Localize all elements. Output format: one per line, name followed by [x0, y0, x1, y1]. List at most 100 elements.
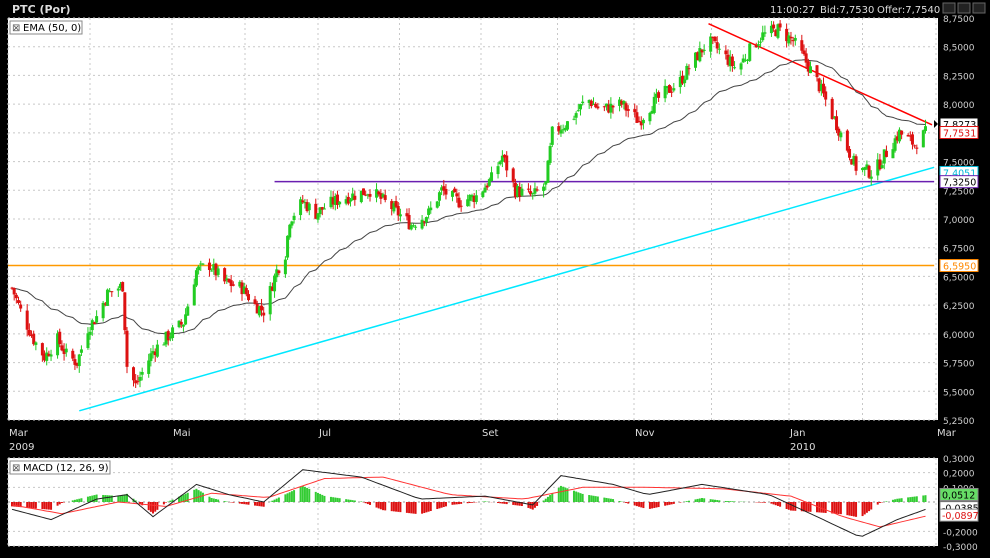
trend-lines[interactable]: [8, 23, 935, 412]
macd-tag-text: 0,0512: [942, 490, 975, 501]
candle-body: [726, 54, 730, 65]
candle-body: [210, 270, 214, 272]
candle-body: [835, 116, 839, 131]
candle-body: [162, 344, 166, 346]
candle-body: [333, 195, 337, 205]
candle-body: [138, 376, 142, 381]
candle-body: [670, 91, 674, 93]
y-tick-label: 7,5000: [943, 159, 975, 169]
candle-body: [906, 134, 910, 137]
candle-body: [589, 100, 593, 107]
candle-body: [34, 342, 38, 345]
quote-offer: Offer:7,7540: [877, 5, 940, 16]
y-tick-label: 8,7500: [943, 15, 975, 25]
candle-body: [216, 268, 220, 275]
candle-body: [212, 264, 216, 270]
candle-body: [375, 189, 379, 198]
candle-body: [125, 330, 129, 367]
macd-close-icon[interactable]: ⊠: [12, 463, 20, 474]
price-tag-text: 7,4051: [943, 168, 976, 179]
candle-body: [275, 269, 279, 278]
candle-body: [166, 331, 170, 341]
candle-body: [481, 191, 485, 198]
candle-body: [639, 121, 643, 126]
candle-body: [787, 35, 791, 44]
candle-body: [559, 130, 563, 134]
ema-legend-box[interactable]: [9, 20, 83, 35]
candle-body: [199, 263, 203, 265]
candle-body: [43, 353, 47, 361]
candle-body: [607, 104, 611, 113]
x-tick-year: 2009: [9, 442, 34, 453]
candle-body: [602, 106, 606, 108]
candle-body: [40, 343, 44, 356]
candle-body: [455, 193, 459, 197]
candle-body: [832, 116, 836, 118]
candle-body: [490, 172, 494, 182]
candle-body: [179, 321, 183, 325]
candle-body: [14, 294, 18, 299]
candle-body: [778, 23, 782, 28]
close-button[interactable]: [972, 2, 986, 14]
candle-body: [880, 165, 884, 169]
candle-body: [77, 354, 81, 367]
candle-body: [331, 197, 335, 205]
candle-body: [852, 155, 856, 165]
candle-body: [171, 327, 175, 339]
candle-body: [270, 286, 274, 291]
candle-body: [756, 44, 760, 46]
candle-body: [648, 112, 652, 122]
support-cyan-line: [79, 166, 935, 412]
candle-body: [247, 294, 251, 301]
candle-body: [260, 305, 264, 311]
candle-body: [546, 160, 550, 183]
candle-body: [273, 275, 277, 292]
candle-body: [353, 195, 357, 200]
candle-body: [140, 372, 144, 375]
ema-layer: [11, 59, 926, 335]
candle-body: [739, 63, 743, 70]
candle-body: [194, 270, 198, 286]
candle-body: [806, 61, 810, 72]
candle-body: [379, 193, 383, 199]
y-tick-label: 5,2500: [943, 417, 975, 427]
candle-body: [45, 352, 49, 361]
candle-body: [420, 219, 424, 229]
candle-body: [381, 194, 385, 198]
candle-body: [429, 207, 433, 211]
candle-body: [268, 285, 272, 315]
candle-body: [641, 119, 645, 124]
candle-body: [910, 134, 914, 145]
candle-body: [700, 49, 704, 53]
ema-legend-label: EMA (50, 0): [23, 23, 81, 34]
candle-body: [60, 345, 64, 351]
minimize-button[interactable]: [942, 2, 956, 14]
y-tick-label: 5,5000: [943, 388, 975, 398]
candle-body: [548, 146, 552, 163]
maximize-button[interactable]: [957, 2, 971, 14]
candle-body: [207, 262, 211, 270]
candle-body: [444, 188, 448, 195]
candle-body: [713, 37, 717, 42]
x-tick-label: Mai: [173, 428, 191, 439]
candle-body: [596, 106, 600, 109]
macd-tag-text: -0,0897: [942, 511, 979, 522]
ema-close-icon[interactable]: ⊠: [12, 23, 20, 34]
candle-body: [574, 113, 578, 118]
candle-body: [819, 84, 823, 91]
candle-body: [338, 201, 342, 205]
candle-body: [257, 306, 261, 316]
candle-body: [709, 36, 713, 52]
candle-body: [761, 32, 765, 41]
candle-body: [253, 299, 257, 304]
candle-body: [155, 344, 159, 357]
candle-body: [633, 109, 637, 113]
candle-body: [815, 65, 819, 78]
candle-body: [377, 191, 381, 195]
candle-body: [715, 42, 719, 49]
price-tag-text: 6,5950: [943, 262, 976, 273]
candle-body: [535, 189, 539, 191]
macd-legend-box[interactable]: [9, 460, 111, 475]
candle-body: [635, 112, 639, 123]
candle-body: [132, 367, 136, 381]
